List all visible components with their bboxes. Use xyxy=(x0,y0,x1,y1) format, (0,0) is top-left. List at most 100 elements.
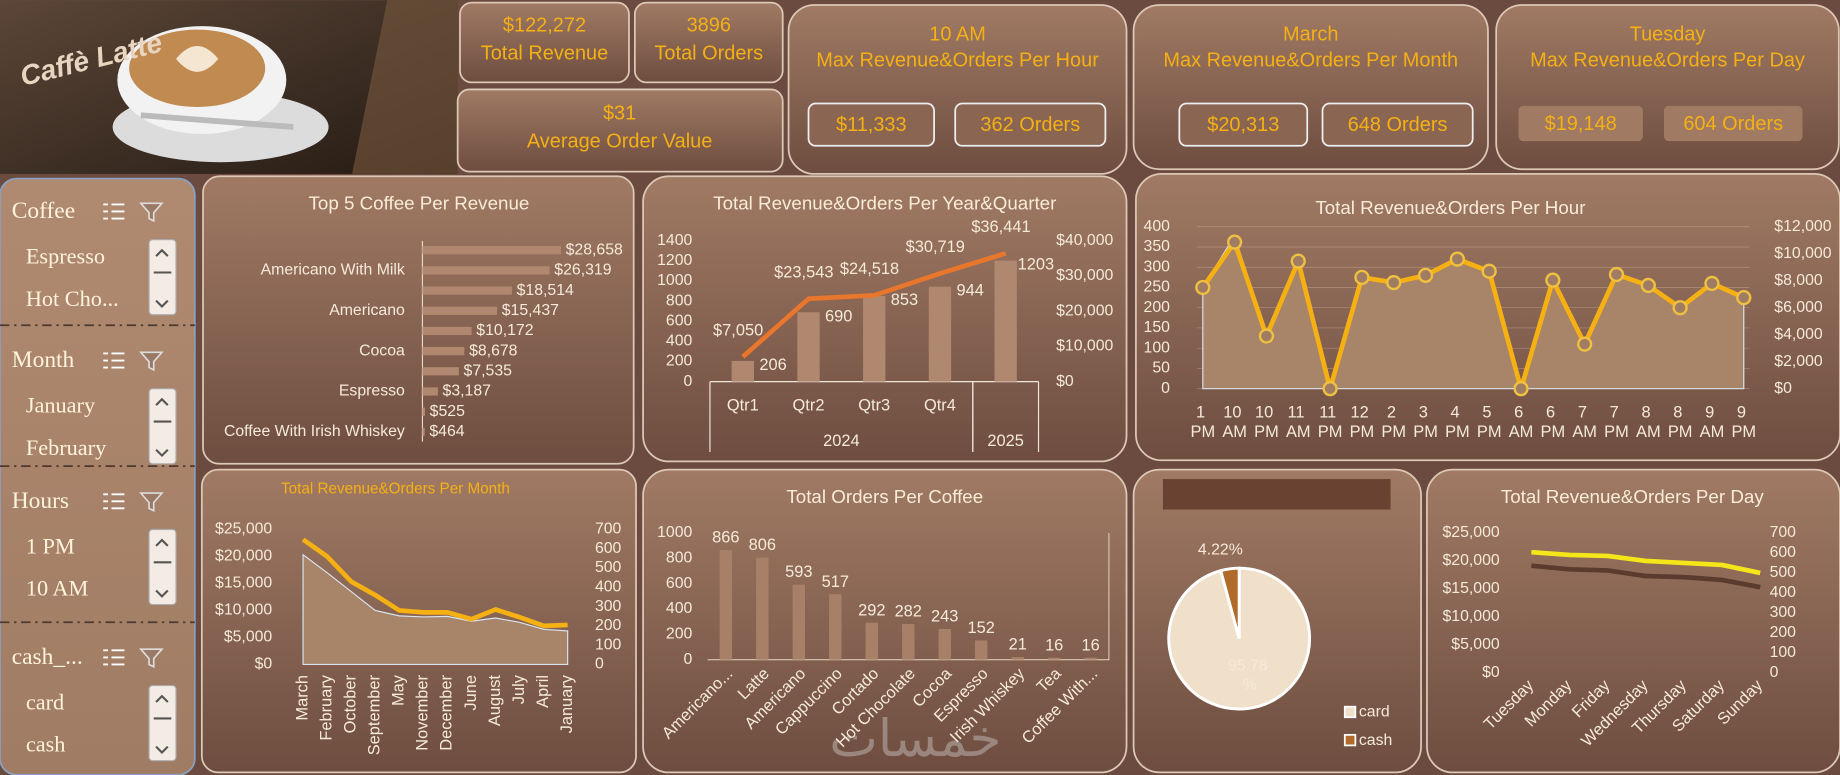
bar xyxy=(1047,657,1061,660)
y-tick-label: $10,000 xyxy=(215,602,272,619)
x-tick-label: Qtr1 xyxy=(727,397,759,415)
marker xyxy=(1545,272,1561,288)
value-label: $464 xyxy=(429,423,464,440)
x-tick-label: October xyxy=(342,674,360,733)
slicer-item: 1 PM xyxy=(26,533,75,558)
peak-pill xyxy=(807,102,935,147)
value-label: $23,543 xyxy=(774,263,833,281)
y-tick-label: 400 xyxy=(666,333,693,350)
value-label: $3,187 xyxy=(443,383,491,400)
scrollbar xyxy=(148,684,177,762)
category-label: Coffee With Irish Whiskey xyxy=(224,423,405,440)
y2-tick-label: 200 xyxy=(1770,624,1797,641)
x-tick-label: 12 PM xyxy=(1350,404,1375,442)
x-tick-label: 7 PM xyxy=(1604,404,1629,442)
x-tick-label: Qtr4 xyxy=(924,397,956,415)
y2-tick-label: 0 xyxy=(1770,664,1779,681)
scroll-arrows xyxy=(153,248,172,309)
x-tick-label: 1 PM xyxy=(1191,404,1216,442)
bar xyxy=(422,387,438,396)
peak-title: March xyxy=(1283,24,1338,46)
y-tick-label: 0 xyxy=(1161,380,1170,397)
chart-title: Total Orders Per Coffee xyxy=(786,486,983,507)
y-tick-label: 200 xyxy=(666,353,693,370)
value-label: 206 xyxy=(759,356,786,374)
x-tick-label: 3 PM xyxy=(1413,404,1438,442)
marker xyxy=(1513,381,1529,397)
marker xyxy=(1258,328,1275,344)
peak-revenue: $19,148 xyxy=(1545,113,1617,135)
y2-tick-label: $10,000 xyxy=(1774,245,1831,262)
area xyxy=(302,553,569,666)
peak-revenue: $11,333 xyxy=(836,114,907,136)
filter-icon xyxy=(139,648,164,669)
y2-tick-label: 300 xyxy=(595,598,622,615)
peak-orders: 604 Orders xyxy=(1683,113,1783,135)
y2-tick-label: 500 xyxy=(595,559,622,576)
title-box xyxy=(1162,479,1391,510)
value-label: 292 xyxy=(858,601,885,619)
bar xyxy=(863,295,886,382)
group-label: 2025 xyxy=(987,432,1024,450)
bar xyxy=(422,246,561,255)
wood-plank xyxy=(352,0,458,174)
bar xyxy=(797,312,820,382)
y-tick-label: 600 xyxy=(666,312,693,329)
multiselect-icon xyxy=(103,649,125,666)
bar xyxy=(994,260,1017,382)
x-tick-label: 8 AM xyxy=(1636,404,1661,442)
peak-subtitle: Max Revenue&Orders Per Day xyxy=(1530,50,1805,72)
y-tick-label: 150 xyxy=(1144,319,1171,336)
peak-title: Tuesday xyxy=(1630,24,1706,46)
marker xyxy=(1386,274,1402,291)
multiselect-icon xyxy=(103,203,125,220)
marker xyxy=(1704,275,1720,292)
y2-tick-label: $2,000 xyxy=(1774,353,1823,370)
panel xyxy=(459,1,630,84)
bar xyxy=(422,407,425,416)
value-label: 853 xyxy=(891,291,918,309)
filter-icon xyxy=(139,492,164,513)
value-label: 866 xyxy=(712,529,739,547)
y-tick-label: 1400 xyxy=(657,232,692,249)
value-label: 517 xyxy=(822,573,849,591)
slicer-item: card xyxy=(26,689,64,714)
slicer-item: cash xyxy=(26,732,66,757)
x-tick-label: Qtr3 xyxy=(858,397,890,415)
y-tick-label: 600 xyxy=(666,575,693,592)
marker xyxy=(1227,234,1243,250)
value-label: 1203 xyxy=(1018,256,1055,274)
value-label: $8,678 xyxy=(469,342,518,359)
slicer-title: cash_... xyxy=(12,644,83,670)
x-tick-label: February xyxy=(317,674,335,740)
peak-pill xyxy=(1518,105,1643,142)
line xyxy=(741,251,1007,359)
bar xyxy=(975,640,988,660)
value-label: $7,050 xyxy=(713,321,763,339)
scroll-arrows xyxy=(153,538,172,598)
y-tick-label: $5,000 xyxy=(224,629,273,646)
peak-pill xyxy=(1663,105,1803,142)
bar xyxy=(938,628,951,660)
bar xyxy=(422,286,512,295)
value-label: $24,518 xyxy=(840,260,899,278)
line xyxy=(301,537,568,629)
value-label: $18,514 xyxy=(517,282,574,299)
marker xyxy=(1290,253,1306,269)
bar xyxy=(902,624,915,660)
latte-art xyxy=(176,46,219,72)
peak-orders: 362 Orders xyxy=(980,114,1080,136)
y-tick-label: $25,000 xyxy=(1442,524,1499,541)
marker xyxy=(1577,336,1593,352)
y-tick-label: 300 xyxy=(1144,258,1171,275)
bar xyxy=(422,347,465,356)
pie-slice xyxy=(1218,566,1241,640)
slicer-title: Coffee xyxy=(12,198,75,224)
x-tick-label: August xyxy=(486,675,504,727)
x-tick-label: 4 PM xyxy=(1445,404,1470,442)
chart-title: Total Revenue&Orders Per Year&Quarter xyxy=(713,192,1056,213)
marker xyxy=(1417,267,1434,283)
bar xyxy=(422,306,498,315)
